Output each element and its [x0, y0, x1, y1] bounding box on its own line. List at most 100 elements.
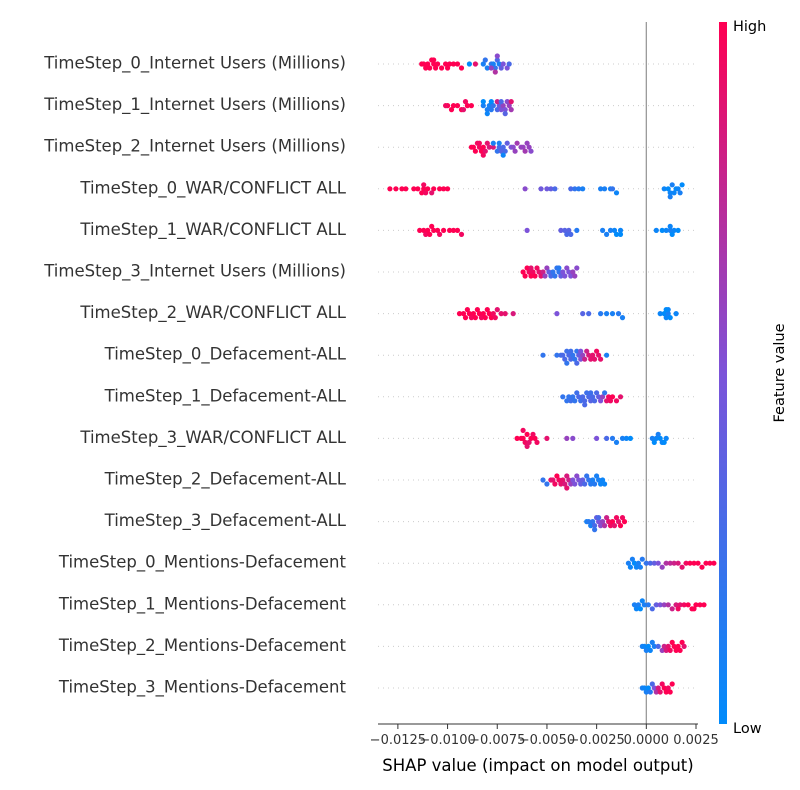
shap-point: [588, 390, 594, 396]
shap-point: [526, 144, 532, 150]
shap-point: [602, 523, 608, 529]
shap-point: [657, 311, 663, 317]
shap-point: [596, 515, 602, 521]
shap-point: [580, 186, 586, 192]
feature-label: TimeStep_1_WAR/CONFLICT ALL: [79, 220, 346, 240]
shap-point: [657, 689, 663, 695]
shap-point: [574, 390, 580, 396]
x-tick-label: −0.0025: [568, 733, 624, 748]
feature-label: TimeStep_3_Defacement-ALL: [104, 511, 347, 531]
shap-point: [490, 61, 496, 67]
shap-point: [657, 602, 663, 608]
shap-point: [425, 186, 431, 192]
shap-point: [600, 394, 606, 400]
feature-label: TimeStep_2_WAR/CONFLICT ALL: [79, 303, 346, 323]
shap-point: [496, 144, 502, 150]
shap-point: [441, 186, 447, 192]
shap-point: [568, 398, 574, 404]
shap-point: [530, 431, 536, 437]
shap-point: [540, 269, 546, 275]
feature-label: TimeStep_0_Mentions-Defacement: [58, 553, 347, 573]
shap-point: [423, 231, 429, 237]
shap-point: [617, 523, 624, 529]
x-tick-label: 0.0025: [673, 733, 719, 748]
feature-labels: TimeStep_0_Internet Users (Millions) Time…: [43, 54, 347, 698]
shap-point: [643, 560, 649, 566]
shap-point: [661, 685, 667, 691]
shap-point: [645, 685, 651, 691]
shap-point: [466, 311, 472, 317]
shap-point: [566, 269, 572, 275]
shap-point: [570, 394, 576, 400]
shap-point: [667, 194, 673, 200]
shap-point: [484, 307, 490, 313]
shap-point: [486, 103, 492, 109]
feature-label: TimeStep_1_Defacement-ALL: [104, 386, 347, 406]
shap-point: [655, 643, 661, 650]
shap-point: [441, 227, 447, 233]
shap-point: [653, 435, 659, 441]
shap-point: [677, 190, 683, 196]
shap-point: [613, 439, 620, 445]
shap-point: [476, 144, 482, 150]
shap-point: [641, 685, 647, 691]
shap-point: [578, 356, 584, 362]
shap-point: [510, 144, 516, 150]
shap-point: [458, 65, 465, 71]
feature-label: TimeStep_3_Mentions-Defacement: [58, 678, 347, 698]
shap-point: [502, 107, 508, 113]
shap-point: [566, 394, 572, 400]
shap-point: [578, 348, 584, 354]
shap-point: [572, 356, 578, 362]
shap-point: [598, 398, 604, 404]
shap-point: [490, 103, 496, 109]
shap-point: [508, 107, 514, 113]
shap-point: [423, 190, 429, 196]
shap-point: [544, 481, 550, 487]
shap-point: [554, 311, 560, 317]
shap-point: [506, 61, 512, 67]
shap-point: [641, 602, 647, 608]
shap-point: [437, 231, 443, 237]
shap-point: [476, 140, 482, 146]
shap-point: [669, 639, 675, 646]
shap-point: [609, 394, 616, 400]
shap-point: [431, 61, 437, 67]
shap-point: [677, 647, 683, 654]
shap-point: [470, 311, 476, 317]
shap-point: [643, 689, 649, 695]
shap-point: [663, 647, 669, 654]
shap-point: [534, 439, 540, 445]
shap-point: [417, 227, 423, 233]
shap-point: [673, 647, 679, 654]
shap-point: [584, 390, 590, 396]
shap-point: [570, 269, 576, 275]
shap-point: [462, 315, 469, 321]
shap-point: [631, 560, 638, 566]
shap-point: [607, 398, 614, 404]
shap-point: [534, 265, 540, 271]
shap-point: [526, 269, 532, 275]
shap-point: [613, 398, 620, 404]
shap-point: [460, 107, 467, 113]
shap-point: [572, 398, 578, 404]
shap-point: [675, 186, 681, 192]
shap-point: [464, 103, 470, 109]
shap-point: [671, 227, 677, 233]
shap-point: [574, 227, 580, 233]
shap-point: [645, 602, 651, 608]
shap-point: [576, 394, 582, 400]
shap-point: [578, 398, 584, 404]
shap-point: [488, 107, 494, 113]
shap-point: [560, 477, 566, 483]
shap-point: [566, 477, 572, 483]
shap-point: [564, 485, 570, 491]
shap-point: [480, 311, 486, 317]
shap-point: [675, 227, 681, 233]
shap-point: [496, 61, 502, 67]
shap-point: [580, 352, 586, 358]
shap-point: [435, 227, 441, 233]
shap-point: [582, 481, 588, 487]
shap-point: [431, 227, 437, 233]
shap-point: [524, 140, 530, 146]
